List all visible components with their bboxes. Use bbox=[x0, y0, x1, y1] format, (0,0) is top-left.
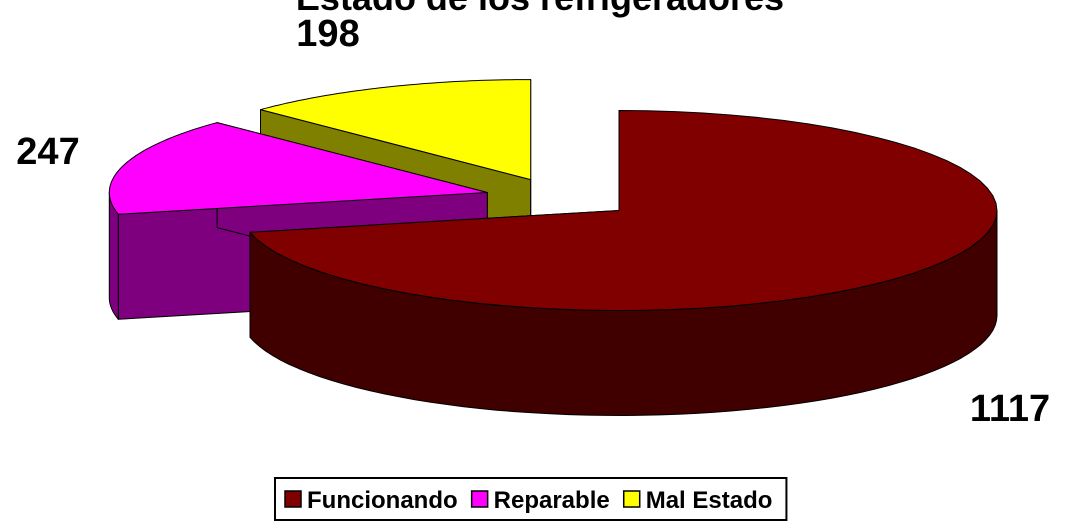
data-label: 247 bbox=[16, 131, 79, 173]
legend: Funcionando Reparable Mal Estado bbox=[274, 477, 788, 521]
slice-top bbox=[108, 122, 488, 215]
slice-top bbox=[249, 110, 998, 311]
legend-label: Reparable bbox=[494, 487, 610, 514]
legend-label: Mal Estado bbox=[646, 487, 773, 514]
slice-top bbox=[260, 79, 532, 181]
data-label: 198 bbox=[296, 13, 359, 55]
legend-swatch bbox=[284, 490, 302, 508]
legend-label: Funcionando bbox=[307, 487, 458, 514]
legend-box bbox=[274, 477, 788, 521]
legend-swatch bbox=[622, 490, 641, 508]
legend-swatch bbox=[470, 490, 489, 508]
chart-title: Estado de los refrigeradores bbox=[296, 0, 784, 18]
data-label: 1117 bbox=[970, 388, 1050, 430]
